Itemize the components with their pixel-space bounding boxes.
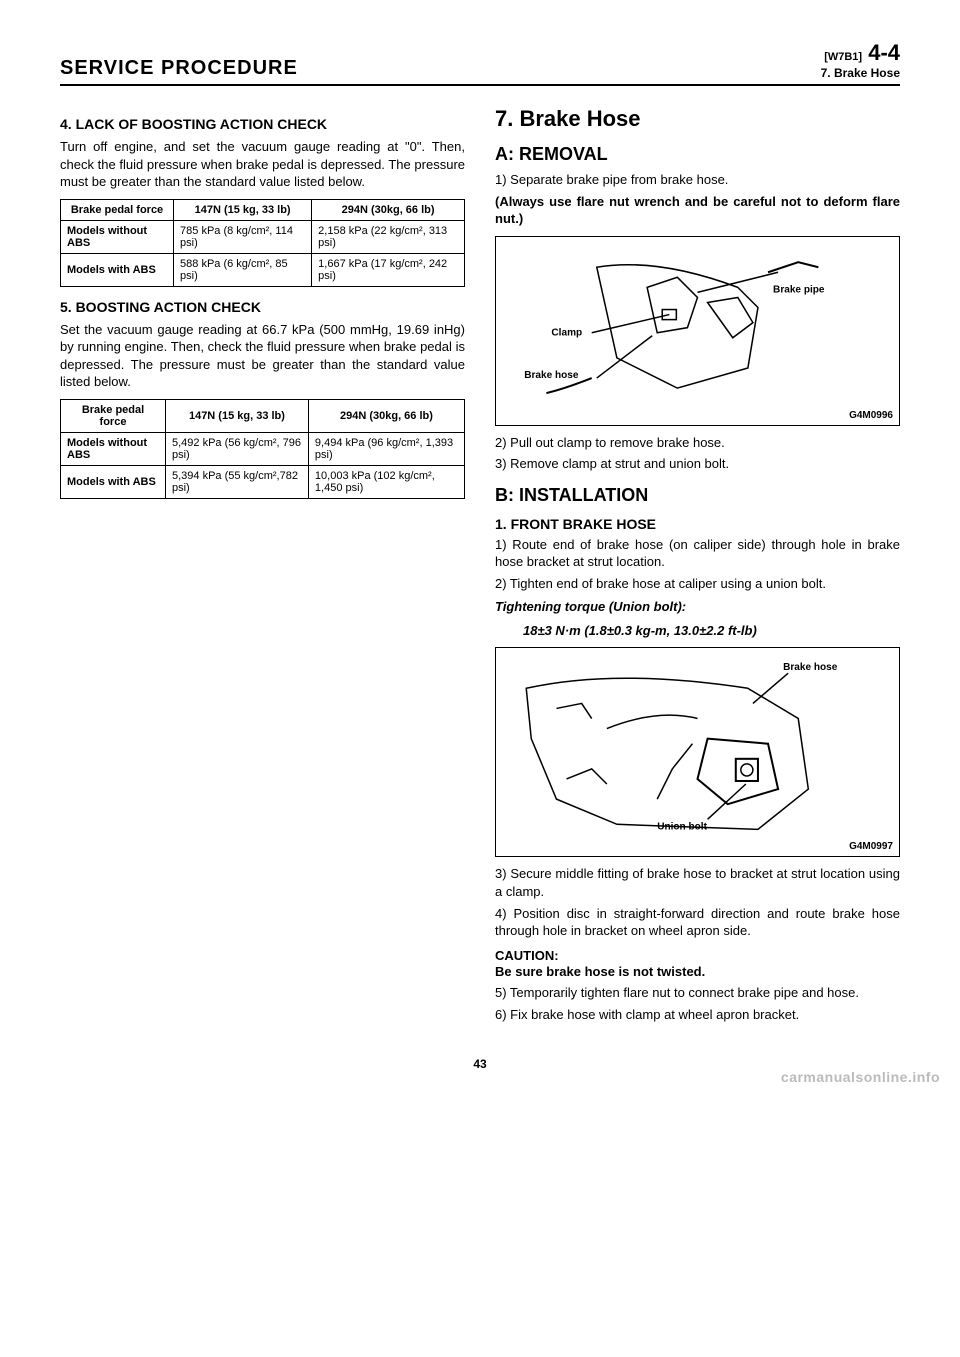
- table-cell: 2,158 kPa (22 kg/cm², 313 psi): [312, 220, 465, 253]
- secA-p2: 2) Pull out clamp to remove brake hose.: [495, 434, 900, 452]
- sec5-text: Set the vacuum gauge reading at 66.7 kPa…: [60, 321, 465, 391]
- watermark: carmanualsonline.info: [781, 1069, 940, 1085]
- table-row: Brake pedal force 147N (15 kg, 33 lb) 29…: [61, 199, 465, 220]
- right-column: 7. Brake Hose A: REMOVAL 1) Separate bra…: [495, 106, 900, 1027]
- page-header: SERVICE PROCEDURE [W7B1] 4-4 7. Brake Ho…: [60, 40, 900, 86]
- table-row: Models without ABS 785 kPa (8 kg/cm², 11…: [61, 220, 465, 253]
- table-row: Brake pedal force 147N (15 kg, 33 lb) 29…: [61, 399, 465, 432]
- secB-p3: 3) Secure middle fitting of brake hose t…: [495, 865, 900, 900]
- secB-p4: 4) Position disc in straight-forward dir…: [495, 905, 900, 940]
- page-code: 4-4: [868, 40, 900, 65]
- table-cell: 785 kPa (8 kg/cm², 114 psi): [174, 220, 312, 253]
- secB-heading: B: INSTALLATION: [495, 485, 900, 506]
- header-right: [W7B1] 4-4 7. Brake Hose: [821, 40, 900, 80]
- table-2: Brake pedal force 147N (15 kg, 33 lb) 29…: [60, 399, 465, 499]
- header-title: SERVICE PROCEDURE: [60, 57, 298, 80]
- fig2-code: G4M0997: [849, 841, 893, 852]
- table-cell: 10,003 kPa (102 kg/cm², 1,450 psi): [308, 465, 464, 498]
- secA-p1: 1) Separate brake pipe from brake hose.: [495, 171, 900, 189]
- sec5-heading: 5. BOOSTING ACTION CHECK: [60, 299, 465, 315]
- tq-label: Tightening torque (Union bolt):: [495, 598, 900, 616]
- table-cell: Models without ABS: [61, 432, 166, 465]
- table-row: Models with ABS 5,394 kPa (55 kg/cm²,782…: [61, 465, 465, 498]
- table-cell: Models with ABS: [61, 253, 174, 286]
- sec4-heading: 4. LACK OF BOOSTING ACTION CHECK: [60, 116, 465, 132]
- secB-p5: 5) Temporarily tighten flare nut to conn…: [495, 984, 900, 1002]
- table-cell: Models with ABS: [61, 465, 166, 498]
- table-cell: 9,494 kPa (96 kg/cm², 1,393 psi): [308, 432, 464, 465]
- secA-heading: A: REMOVAL: [495, 144, 900, 165]
- header-subhead: 7. Brake Hose: [821, 66, 900, 80]
- secB-p2: 2) Tighten end of brake hose at caliper …: [495, 575, 900, 593]
- table-cell: Models without ABS: [61, 220, 174, 253]
- secB-p6: 6) Fix brake hose with clamp at wheel ap…: [495, 1006, 900, 1024]
- main-heading: 7. Brake Hose: [495, 106, 900, 132]
- table-hdr: 294N (30kg, 66 lb): [312, 199, 465, 220]
- sec4-text: Turn off engine, and set the vacuum gaug…: [60, 138, 465, 191]
- figure-1-svg: Clamp Brake pipe Brake hose: [496, 237, 899, 428]
- table-row: Models without ABS 5,492 kPa (56 kg/cm²,…: [61, 432, 465, 465]
- table-cell: 5,394 kPa (55 kg/cm²,782 psi): [166, 465, 309, 498]
- page: SERVICE PROCEDURE [W7B1] 4-4 7. Brake Ho…: [0, 0, 960, 1091]
- fig2-label-union-bolt: Union bolt: [657, 822, 707, 833]
- page-code-block: [W7B1] 4-4: [821, 40, 900, 66]
- content-columns: 4. LACK OF BOOSTING ACTION CHECK Turn of…: [60, 106, 900, 1027]
- footer-page-number: 43: [60, 1057, 900, 1071]
- table-hdr-label: Brake pedal force: [61, 399, 166, 432]
- figure-2-svg: Brake hose Union bolt: [496, 648, 899, 860]
- fig2-label-brake-hose: Brake hose: [783, 663, 838, 674]
- secA-p1b: (Always use flare nut wrench and be care…: [495, 193, 900, 228]
- table-hdr: 147N (15 kg, 33 lb): [166, 399, 309, 432]
- secB-sub1: 1. FRONT BRAKE HOSE: [495, 516, 900, 532]
- table-1: Brake pedal force 147N (15 kg, 33 lb) 29…: [60, 199, 465, 287]
- table-hdr: 147N (15 kg, 33 lb): [174, 199, 312, 220]
- tq-value: 18±3 N·m (1.8±0.3 kg-m, 13.0±2.2 ft-lb): [495, 622, 900, 640]
- table-hdr-label: Brake pedal force: [61, 199, 174, 220]
- secA-p3: 3) Remove clamp at strut and union bolt.: [495, 455, 900, 473]
- caution-text: Be sure brake hose is not twisted.: [495, 963, 900, 981]
- fig1-label-brake-pipe: Brake pipe: [773, 284, 825, 295]
- caution-label: CAUTION:: [495, 948, 900, 963]
- table-row: Models with ABS 588 kPa (6 kg/cm², 85 ps…: [61, 253, 465, 286]
- left-column: 4. LACK OF BOOSTING ACTION CHECK Turn of…: [60, 106, 465, 1027]
- table-cell: 1,667 kPa (17 kg/cm², 242 psi): [312, 253, 465, 286]
- table-hdr: 294N (30kg, 66 lb): [308, 399, 464, 432]
- page-code-prefix: [W7B1]: [824, 51, 862, 63]
- fig1-label-brake-hose: Brake hose: [524, 370, 579, 381]
- table-cell: 588 kPa (6 kg/cm², 85 psi): [174, 253, 312, 286]
- table-cell: 5,492 kPa (56 kg/cm², 796 psi): [166, 432, 309, 465]
- figure-1: Clamp Brake pipe Brake hose G4M0996: [495, 236, 900, 426]
- figure-2: Brake hose Union bolt G4M0997: [495, 647, 900, 857]
- fig1-code: G4M0996: [849, 410, 893, 421]
- fig1-label-clamp: Clamp: [551, 327, 582, 338]
- secB-p1: 1) Route end of brake hose (on caliper s…: [495, 536, 900, 571]
